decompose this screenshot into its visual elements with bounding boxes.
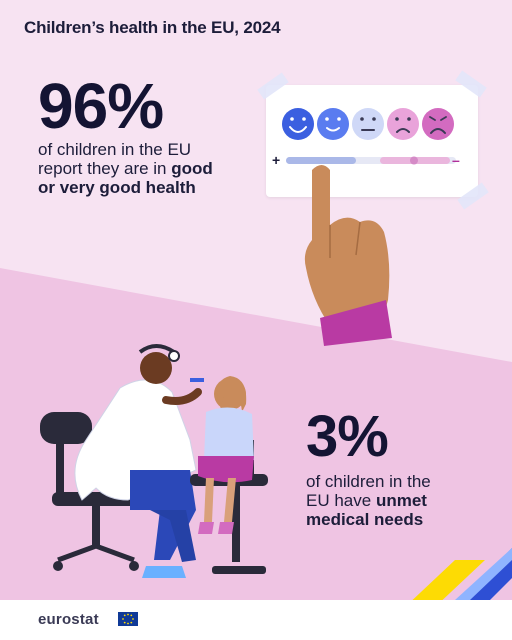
stat-good-health-description: of children in the EU report they are in…	[38, 140, 268, 197]
stat-good-health-value: 96%	[38, 70, 164, 142]
doctor-chair-illustration	[40, 412, 144, 571]
pointing-hand-illustration	[304, 165, 392, 346]
eurostat-logo[interactable]: eurostat	[38, 611, 99, 628]
stat-unmet-needs-description: of children in the EU have unmet medical…	[306, 472, 496, 529]
stat1-line2-bold: good	[171, 159, 213, 178]
slider-knob	[410, 156, 418, 165]
stat-unmet-needs-value: 3%	[306, 404, 389, 469]
footer-bar	[0, 600, 512, 640]
stat2-line1: of children in the	[306, 472, 431, 491]
slider-fill-blue	[286, 157, 356, 164]
child-illustration	[198, 376, 254, 534]
stat1-line1: of children in the EU	[38, 140, 192, 159]
page-title: Children’s health in the EU, 2024	[24, 18, 281, 37]
face-very-sad-icon	[422, 108, 454, 140]
scale-minus-label: –	[452, 152, 460, 168]
face-very-happy-icon	[282, 108, 314, 140]
face-sad-icon	[387, 108, 419, 140]
stat2-line2: EU have	[306, 491, 376, 510]
stat2-line2-bold: unmet	[375, 491, 427, 510]
face-neutral-icon	[352, 108, 384, 140]
lower-diagonal-band	[0, 268, 512, 600]
scale-plus-label: +	[272, 152, 280, 168]
stat1-line2: report they are in	[38, 159, 172, 178]
rating-card	[266, 85, 478, 197]
doctor-illustration	[74, 344, 204, 578]
stat1-line3-bold: or very good health	[38, 178, 196, 197]
stat2-line3-bold: medical needs	[306, 510, 424, 529]
eu-flag-icon	[118, 612, 138, 626]
face-happy-icon	[317, 108, 349, 140]
corner-ribbon-lightblue	[455, 548, 512, 600]
